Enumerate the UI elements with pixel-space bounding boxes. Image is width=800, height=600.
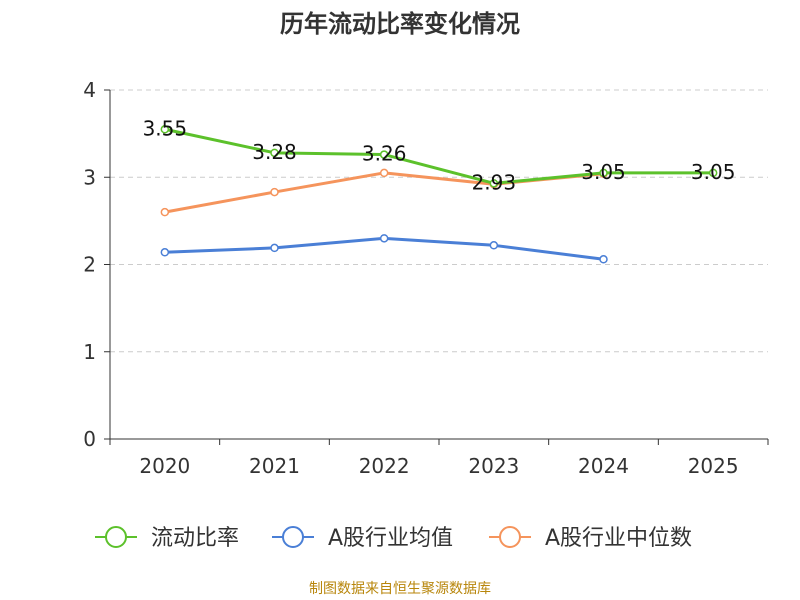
data-label: 3.28 [252, 140, 297, 164]
data-point [270, 148, 279, 158]
data-label: 3.26 [362, 142, 407, 166]
y-tick-label: 4 [83, 78, 96, 102]
y-tick-label: 0 [83, 427, 96, 451]
chart-title: 历年流动比率变化情况 [280, 10, 520, 38]
data-labels: 3.55 3.28 3.26 2.93 3.05 3.05 [143, 116, 736, 194]
legend-label: A股行业均值 [328, 526, 453, 551]
data-point [599, 255, 608, 264]
y-tick-label: 3 [83, 165, 96, 189]
legend-marker-icon [282, 526, 304, 548]
x-tick-label: 2022 [359, 454, 410, 478]
data-point [160, 125, 170, 134]
data-point [270, 187, 279, 197]
data-label: 3.05 [581, 160, 626, 184]
legend-item[interactable]: A股行业中位数 [489, 526, 692, 551]
legend-item[interactable]: 流动比率 [95, 526, 239, 551]
series-line [164, 127, 714, 185]
y-tick-label: 1 [83, 340, 96, 364]
data-point [489, 179, 499, 188]
legend-marker-icon [499, 526, 521, 548]
x-tick-label: 2025 [688, 454, 739, 478]
data-point [708, 168, 718, 178]
data-label: 2.93 [472, 170, 517, 194]
legend[interactable]: 流动比率 A股行业均值 A股行业中位数 [95, 526, 692, 551]
grid-lines [110, 89, 768, 353]
legend-item[interactable]: A股行业均值 [272, 526, 453, 551]
legend-marker-icon [105, 526, 127, 548]
data-point [160, 207, 170, 217]
data-point [489, 241, 499, 250]
x-tick-label: 2020 [139, 454, 190, 478]
axes: 0 1 2 3 4 2020 2021 2022 2023 2024 2025 [83, 78, 769, 478]
legend-label: 流动比率 [151, 526, 239, 551]
data-point [379, 234, 389, 243]
data-point [379, 168, 389, 178]
y-tick-label: 2 [83, 253, 96, 277]
x-tick-label: 2023 [468, 454, 519, 478]
legend-label: A股行业中位数 [545, 526, 692, 551]
data-point [379, 150, 389, 159]
data-label: 3.05 [691, 160, 736, 184]
series-lines [160, 125, 718, 264]
x-tick-label: 2024 [578, 454, 629, 478]
data-label: 3.55 [143, 116, 188, 140]
x-tick-label: 2021 [249, 454, 300, 478]
data-point [270, 243, 279, 253]
source-note: 制图数据来自恒生聚源数据库 [309, 581, 491, 597]
data-point [160, 248, 170, 257]
data-point [599, 168, 608, 178]
